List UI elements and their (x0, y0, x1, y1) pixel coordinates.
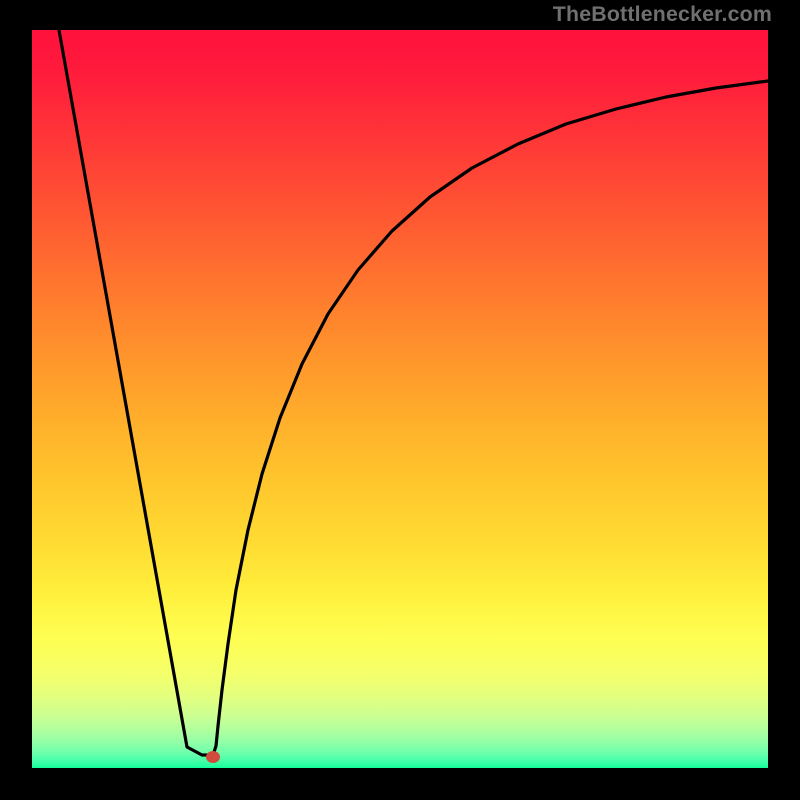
curve-layer (32, 30, 768, 768)
watermark-text: TheBottlenecker.com (553, 2, 772, 27)
minimum-marker (206, 751, 220, 763)
chart-frame: TheBottlenecker.com (0, 0, 800, 800)
bottleneck-curve (59, 30, 768, 755)
plot-area (32, 30, 768, 768)
